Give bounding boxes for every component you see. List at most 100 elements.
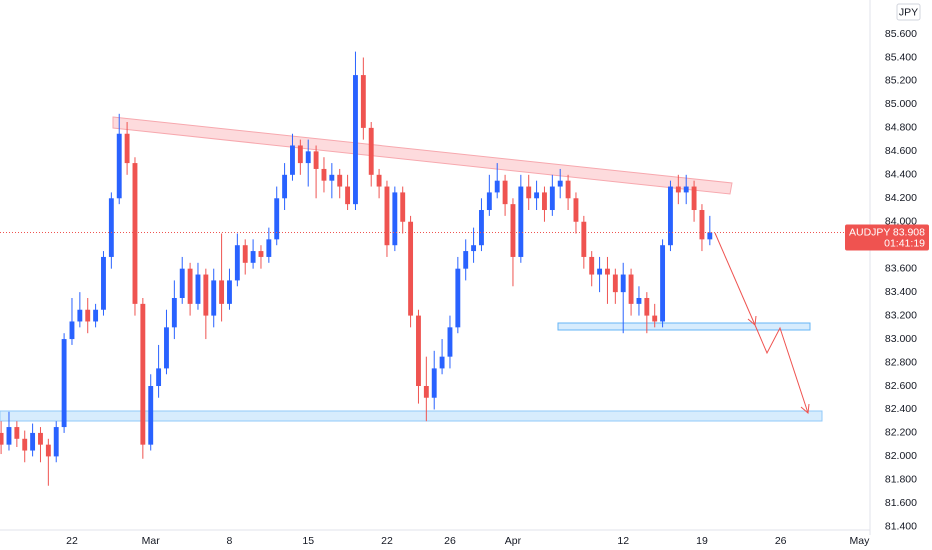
x-tick-label: 19 [696,535,708,547]
candle-body [61,339,67,428]
candle-body [38,432,43,445]
candle-body [597,268,603,275]
candle-body [589,256,595,275]
candle-body [6,427,12,445]
candle-body [132,163,138,304]
y-tick-label: 81.400 [885,521,917,533]
y-tick-label: 84.200 [885,192,917,204]
candle-body [660,245,666,322]
x-tick-label: Mar [142,535,161,547]
candles [0,51,870,486]
y-tick-label: 83.200 [885,309,917,321]
candle-body [636,298,642,304]
candle-body [455,268,461,328]
candle-body [557,180,563,187]
candle-body [668,186,673,246]
candle-body [22,438,28,451]
candle-body [85,309,91,322]
candle-body [321,168,327,181]
candle-body [337,174,343,187]
candle-body [376,174,382,187]
candle-body [329,174,335,181]
candle-body [573,198,579,222]
candle-body [675,186,681,193]
symbol-label: AUDJPY [849,226,890,238]
candle-body [605,268,610,275]
candle-body [463,251,469,269]
plot-area [0,116,823,422]
candle-body [164,327,169,369]
y-tick-label: 84.000 [885,216,917,228]
x-tick-label: 22 [381,535,393,547]
candle-body [384,186,390,246]
y-tick-label: 82.800 [885,356,917,368]
candle-body [187,268,193,304]
y-tick-label: 84.400 [885,169,917,181]
candle-body [116,133,122,199]
candle-body [274,198,280,240]
y-tick-label: 82.200 [885,427,917,439]
candle-body [242,245,248,263]
candle-body [620,274,626,293]
candle-body [203,274,209,316]
candle-body [565,180,571,199]
candle-body [179,268,185,299]
y-tick-label: 84.800 [885,122,917,134]
y-tick-label: 84.600 [885,145,917,157]
candle-body [408,221,414,316]
x-tick-label: 15 [302,535,314,547]
last-price-label: 83.908 [893,226,925,238]
candle-body [479,210,484,246]
candle-body [77,309,83,322]
last-price-box [845,224,929,251]
y-tick-label: 85.600 [885,28,917,40]
candle-body [305,151,311,164]
candle-body [195,274,201,304]
candle-body [345,186,351,205]
arrow [754,324,809,414]
countdown-label: 01:41:19 [884,237,925,249]
candle-body [581,221,587,257]
candle-body [486,192,492,211]
candle-body [266,239,272,257]
y-tick-label: 81.600 [885,497,917,509]
candle-body [699,210,705,240]
y-tick-label: 85.200 [885,75,917,87]
candle-body [612,274,618,293]
y-tick-label: 82.400 [885,403,917,415]
candle-body [691,186,697,211]
candle-body [510,204,516,257]
x-tick-label: Apr [505,535,522,547]
support-zone [557,322,811,331]
y-tick-label: 81.800 [885,474,917,486]
y-tick-label: 82.000 [885,450,917,462]
candle-body [140,303,146,445]
candle-body [156,368,162,386]
candle-body [494,180,500,193]
candle-body [14,427,20,439]
candle-body [171,298,177,328]
resistance-band [112,116,733,195]
currency-box[interactable] [896,3,921,21]
projection-arrows [714,232,810,414]
candle-body [423,385,429,398]
y-tick-label: 83.400 [885,286,917,298]
candle-body [211,280,217,316]
candle-body [353,75,358,205]
y-tick-label: 83.000 [885,333,917,345]
candle-body [148,385,154,445]
candle-body [108,198,114,257]
candle-body [542,192,547,211]
x-tick-label: 8 [227,535,233,547]
y-tick-label: 85.000 [885,98,917,110]
candle-body [431,368,437,398]
candle-body [101,256,106,310]
candle-body [628,274,634,304]
x-tick-label: 22 [66,535,78,547]
candle-body [644,298,650,316]
candle-body [53,427,59,457]
candle-body [534,192,540,199]
candle-body [439,356,445,369]
candle-body [400,192,406,222]
